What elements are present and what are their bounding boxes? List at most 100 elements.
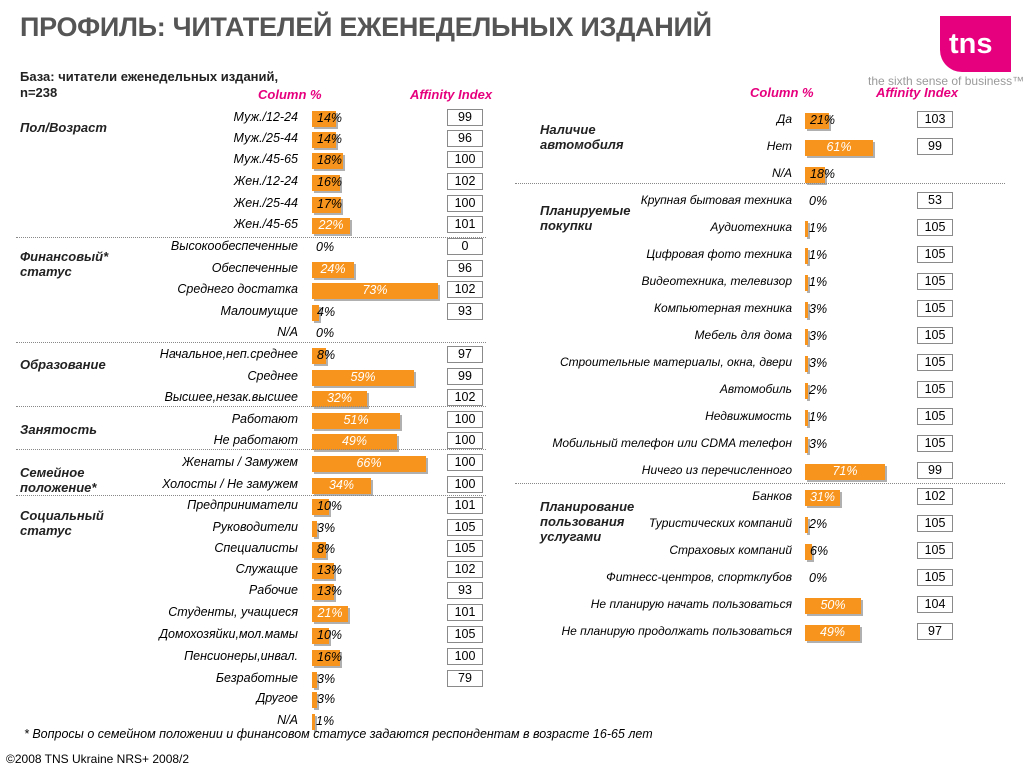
value-label: 18%	[810, 167, 836, 181]
value-label: 1%	[809, 410, 828, 424]
row-label: Холосты / Не замужем	[162, 477, 298, 491]
value-label: 1%	[809, 221, 828, 235]
section-divider	[515, 183, 1005, 184]
row-label: Банков	[752, 489, 792, 503]
page-title: ПРОФИЛЬ: ЧИТАТЕЛЕЙ ЕЖЕНЕДЕЛЬНЫХ ИЗДАНИЙ	[20, 12, 712, 42]
value-label: 59%	[350, 370, 376, 384]
row-label: Жен./25-44	[233, 196, 298, 210]
affinity-index: 93	[447, 582, 483, 599]
bar	[312, 714, 315, 730]
affinity-index: 100	[447, 476, 483, 493]
bar	[805, 140, 873, 156]
value-label: 13%	[317, 584, 343, 598]
row-label: Мобильный телефон или CDMA телефон	[552, 436, 792, 450]
value-label: 3%	[809, 437, 828, 451]
value-label: 18%	[317, 153, 343, 167]
section-title: Планируемые покупки	[540, 203, 631, 233]
sample-base-line1: База: читатели еженедельных изданий,	[20, 69, 279, 84]
row-label: Пенсионеры,инвал.	[184, 649, 298, 663]
copyright: ©2008 TNS Ukraine NRS+ 2008/2	[6, 752, 190, 766]
value-label: 21%	[810, 113, 836, 127]
value-label: 3%	[317, 521, 336, 535]
row-label: Видеотехника, телевизор	[641, 274, 792, 288]
row-label: Муж./12-24	[233, 110, 298, 124]
value-label: 0%	[809, 571, 828, 585]
value-label: 66%	[356, 456, 382, 470]
value-label: 34%	[328, 478, 355, 492]
row-label: Туристических компаний	[648, 516, 792, 530]
bar	[805, 464, 885, 480]
bar	[805, 329, 808, 345]
section-title: Занятость	[20, 422, 97, 437]
bar	[805, 356, 808, 372]
row-label: Работают	[231, 412, 298, 426]
affinity-index: 104	[917, 596, 953, 613]
row-label: Высшее,незак.высшее	[164, 390, 298, 404]
row-label: Крупная бытовая техника	[640, 193, 792, 207]
affinity-index: 105	[917, 408, 953, 425]
value-label: 14%	[317, 111, 343, 125]
affinity-index: 102	[447, 173, 483, 190]
row-label: Страховых компаний	[669, 543, 792, 557]
row-label: Не работают	[213, 433, 298, 447]
row-label: Муж./25-44	[233, 131, 298, 145]
section-divider	[16, 406, 486, 407]
value-label: 61%	[826, 140, 852, 154]
row-label: Жен./12-24	[233, 174, 298, 188]
row-label: Руководители	[212, 520, 298, 534]
bar	[312, 672, 317, 688]
value-label: 21%	[317, 606, 343, 620]
affinity-index: 102	[447, 389, 483, 406]
value-label: 13%	[317, 563, 343, 577]
value-label: 16%	[317, 650, 343, 664]
bar	[312, 348, 326, 364]
row-label: Не планирую продолжать пользоваться	[561, 624, 792, 638]
bar	[805, 275, 808, 291]
affinity-index: 99	[917, 138, 953, 155]
row-label: N/A	[771, 166, 792, 180]
row-label: Среднего достатка	[177, 282, 298, 296]
affinity-index: 105	[447, 519, 483, 536]
value-label: 49%	[819, 625, 846, 639]
row-label: Начальное,неп.среднее	[159, 347, 298, 361]
value-label: 3%	[809, 356, 828, 370]
affinity-index: 105	[917, 354, 953, 371]
row-label: N/A	[277, 713, 298, 727]
affinity-index: 105	[917, 219, 953, 236]
bar	[312, 132, 336, 148]
value-label: 0%	[809, 194, 828, 208]
bar	[312, 153, 343, 169]
row-label: Обеспеченные	[211, 261, 298, 275]
bar	[805, 383, 808, 399]
row-label: Жен./45-65	[233, 217, 298, 231]
value-label: 0%	[316, 240, 335, 254]
value-label: 32%	[326, 391, 353, 405]
affinity-index: 105	[917, 515, 953, 532]
value-label: 71%	[832, 464, 858, 478]
affinity-index: 96	[447, 130, 483, 147]
affinity-index: 100	[447, 195, 483, 212]
section-divider	[16, 342, 486, 343]
value-label: 6%	[810, 544, 829, 558]
value-label: 50%	[820, 598, 846, 612]
row-label: Строительные материалы, окна, двери	[559, 355, 792, 369]
bar	[312, 391, 367, 407]
affinity-index: 105	[917, 435, 953, 452]
affinity-index: 105	[917, 542, 953, 559]
bar	[312, 413, 400, 429]
row-label: Студенты, учащиеся	[168, 605, 298, 619]
affinity-index: 79	[447, 670, 483, 687]
bar	[312, 434, 397, 450]
row-label: Да	[776, 112, 792, 126]
section-title: Наличие автомобиля	[540, 122, 624, 152]
affinity-index: 100	[447, 411, 483, 428]
bar	[312, 175, 340, 191]
affinity-index: 93	[447, 303, 483, 320]
bar	[312, 305, 319, 321]
value-label: 8%	[317, 348, 336, 362]
affinity-index: 100	[447, 432, 483, 449]
value-label: 3%	[317, 672, 336, 686]
value-label: 0%	[316, 326, 335, 340]
affinity-index: 105	[917, 246, 953, 263]
section-title: Семейное положение*	[20, 465, 97, 495]
